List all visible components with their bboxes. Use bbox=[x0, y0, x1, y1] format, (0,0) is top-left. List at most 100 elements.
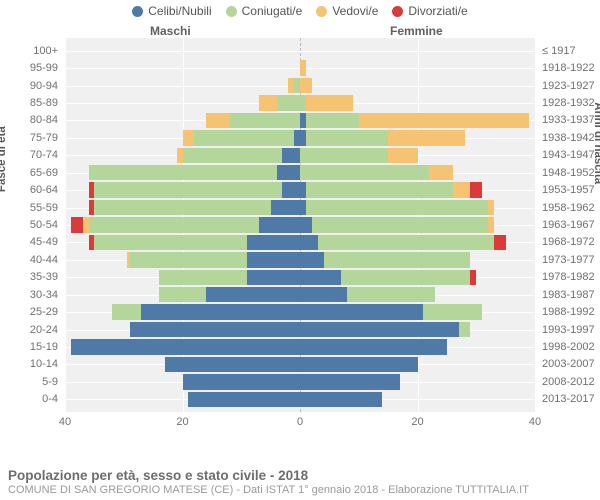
y-label-age: 45-49 bbox=[0, 234, 58, 250]
bar-segment bbox=[306, 113, 359, 128]
pyramid-chart: { "legend": [ {"label": "Celibi/Nubili",… bbox=[0, 0, 600, 500]
bar-female bbox=[300, 374, 400, 389]
y-label-birth: 1953-1957 bbox=[542, 182, 598, 198]
y-label-birth: 2008-2012 bbox=[542, 374, 598, 390]
bar-male bbox=[89, 235, 301, 250]
bar-male bbox=[89, 165, 301, 180]
y-label-birth: 1943-1947 bbox=[542, 147, 598, 163]
bar-segment bbox=[94, 182, 282, 197]
bar-segment bbox=[183, 148, 283, 163]
y-label-birth: 1948-1952 bbox=[542, 165, 598, 181]
bar-male bbox=[259, 95, 300, 110]
bar-male bbox=[89, 200, 301, 215]
table-row bbox=[65, 199, 535, 216]
bar-female bbox=[300, 165, 453, 180]
legend-label: Celibi/Nubili bbox=[148, 4, 211, 18]
bar-segment bbox=[247, 252, 300, 267]
legend: Celibi/NubiliConiugati/eVedovi/eDivorzia… bbox=[0, 4, 600, 18]
bar-segment bbox=[306, 130, 388, 145]
y-label-age: 95-99 bbox=[0, 60, 58, 76]
y-labels-age: 100+95-9990-9485-8980-8475-7970-7465-696… bbox=[0, 38, 58, 412]
bar-male bbox=[159, 287, 300, 302]
y-label-birth: 1993-1997 bbox=[542, 322, 598, 338]
bar-segment bbox=[470, 270, 476, 285]
bar-female bbox=[300, 235, 506, 250]
table-row bbox=[65, 216, 535, 233]
y-label-age: 40-44 bbox=[0, 252, 58, 268]
chart-area: 402002040 bbox=[65, 38, 535, 456]
bar-segment bbox=[300, 287, 347, 302]
bar-segment bbox=[306, 95, 353, 110]
bar-segment bbox=[89, 217, 259, 232]
legend-swatch bbox=[226, 6, 237, 17]
bar-female bbox=[300, 217, 494, 232]
x-axis-tick: 40 bbox=[529, 416, 541, 428]
bar-female bbox=[300, 357, 418, 372]
bar-segment bbox=[300, 165, 429, 180]
bar-rows bbox=[65, 38, 535, 412]
bar-segment bbox=[183, 130, 195, 145]
y-label-age: 85-89 bbox=[0, 95, 58, 111]
y-label-age: 30-34 bbox=[0, 287, 58, 303]
y-label-age: 60-64 bbox=[0, 182, 58, 198]
table-row bbox=[65, 303, 535, 320]
y-label-age: 75-79 bbox=[0, 130, 58, 146]
y-label-birth: 1933-1937 bbox=[542, 112, 598, 128]
table-row bbox=[65, 112, 535, 129]
bar-male bbox=[130, 322, 300, 337]
bar-female bbox=[300, 78, 312, 93]
bar-segment bbox=[300, 148, 388, 163]
y-label-age: 90-94 bbox=[0, 78, 58, 94]
bar-segment bbox=[277, 165, 301, 180]
table-row bbox=[65, 147, 535, 164]
bar-female bbox=[300, 200, 494, 215]
bar-female bbox=[300, 130, 465, 145]
y-label-age: 5-9 bbox=[0, 374, 58, 390]
bar-male bbox=[159, 270, 300, 285]
y-label-age: 100+ bbox=[0, 43, 58, 59]
bar-segment bbox=[188, 392, 300, 407]
bar-segment bbox=[324, 252, 471, 267]
bar-female bbox=[300, 304, 482, 319]
table-row bbox=[65, 181, 535, 198]
bar-segment bbox=[300, 339, 447, 354]
bar-male bbox=[127, 252, 300, 267]
bar-male bbox=[165, 357, 300, 372]
table-row bbox=[65, 234, 535, 251]
bar-segment bbox=[94, 235, 247, 250]
bar-segment bbox=[423, 304, 482, 319]
bar-segment bbox=[388, 130, 464, 145]
bar-female bbox=[300, 113, 529, 128]
bar-segment bbox=[71, 339, 300, 354]
bar-male bbox=[183, 374, 301, 389]
y-label-age: 15-19 bbox=[0, 339, 58, 355]
y-label-birth: 1983-1987 bbox=[542, 287, 598, 303]
table-row bbox=[65, 42, 535, 59]
bar-segment bbox=[300, 374, 400, 389]
plot-area bbox=[65, 38, 535, 412]
bar-male bbox=[206, 113, 300, 128]
y-label-birth: 1978-1982 bbox=[542, 269, 598, 285]
bar-female bbox=[300, 287, 435, 302]
bar-segment bbox=[312, 217, 488, 232]
y-labels-birth: ≤ 19171918-19221923-19271928-19321933-19… bbox=[542, 38, 598, 412]
legend-item: Celibi/Nubili bbox=[132, 4, 211, 18]
legend-item: Vedovi/e bbox=[316, 4, 378, 18]
bar-female bbox=[300, 60, 306, 75]
bar-segment bbox=[488, 200, 494, 215]
bar-segment bbox=[159, 287, 206, 302]
table-row bbox=[65, 77, 535, 94]
bar-segment bbox=[206, 287, 300, 302]
bar-segment bbox=[347, 287, 435, 302]
bar-segment bbox=[206, 113, 230, 128]
x-axis-tick: 20 bbox=[411, 416, 423, 428]
bar-segment bbox=[259, 217, 300, 232]
y-label-birth: 1928-1932 bbox=[542, 95, 598, 111]
y-label-age: 10-14 bbox=[0, 356, 58, 372]
bar-segment bbox=[230, 113, 301, 128]
legend-label: Vedovi/e bbox=[332, 4, 378, 18]
bar-male bbox=[183, 130, 301, 145]
y-label-birth: 1918-1922 bbox=[542, 60, 598, 76]
y-label-birth: 2003-2007 bbox=[542, 356, 598, 372]
y-label-birth: 2013-2017 bbox=[542, 391, 598, 407]
